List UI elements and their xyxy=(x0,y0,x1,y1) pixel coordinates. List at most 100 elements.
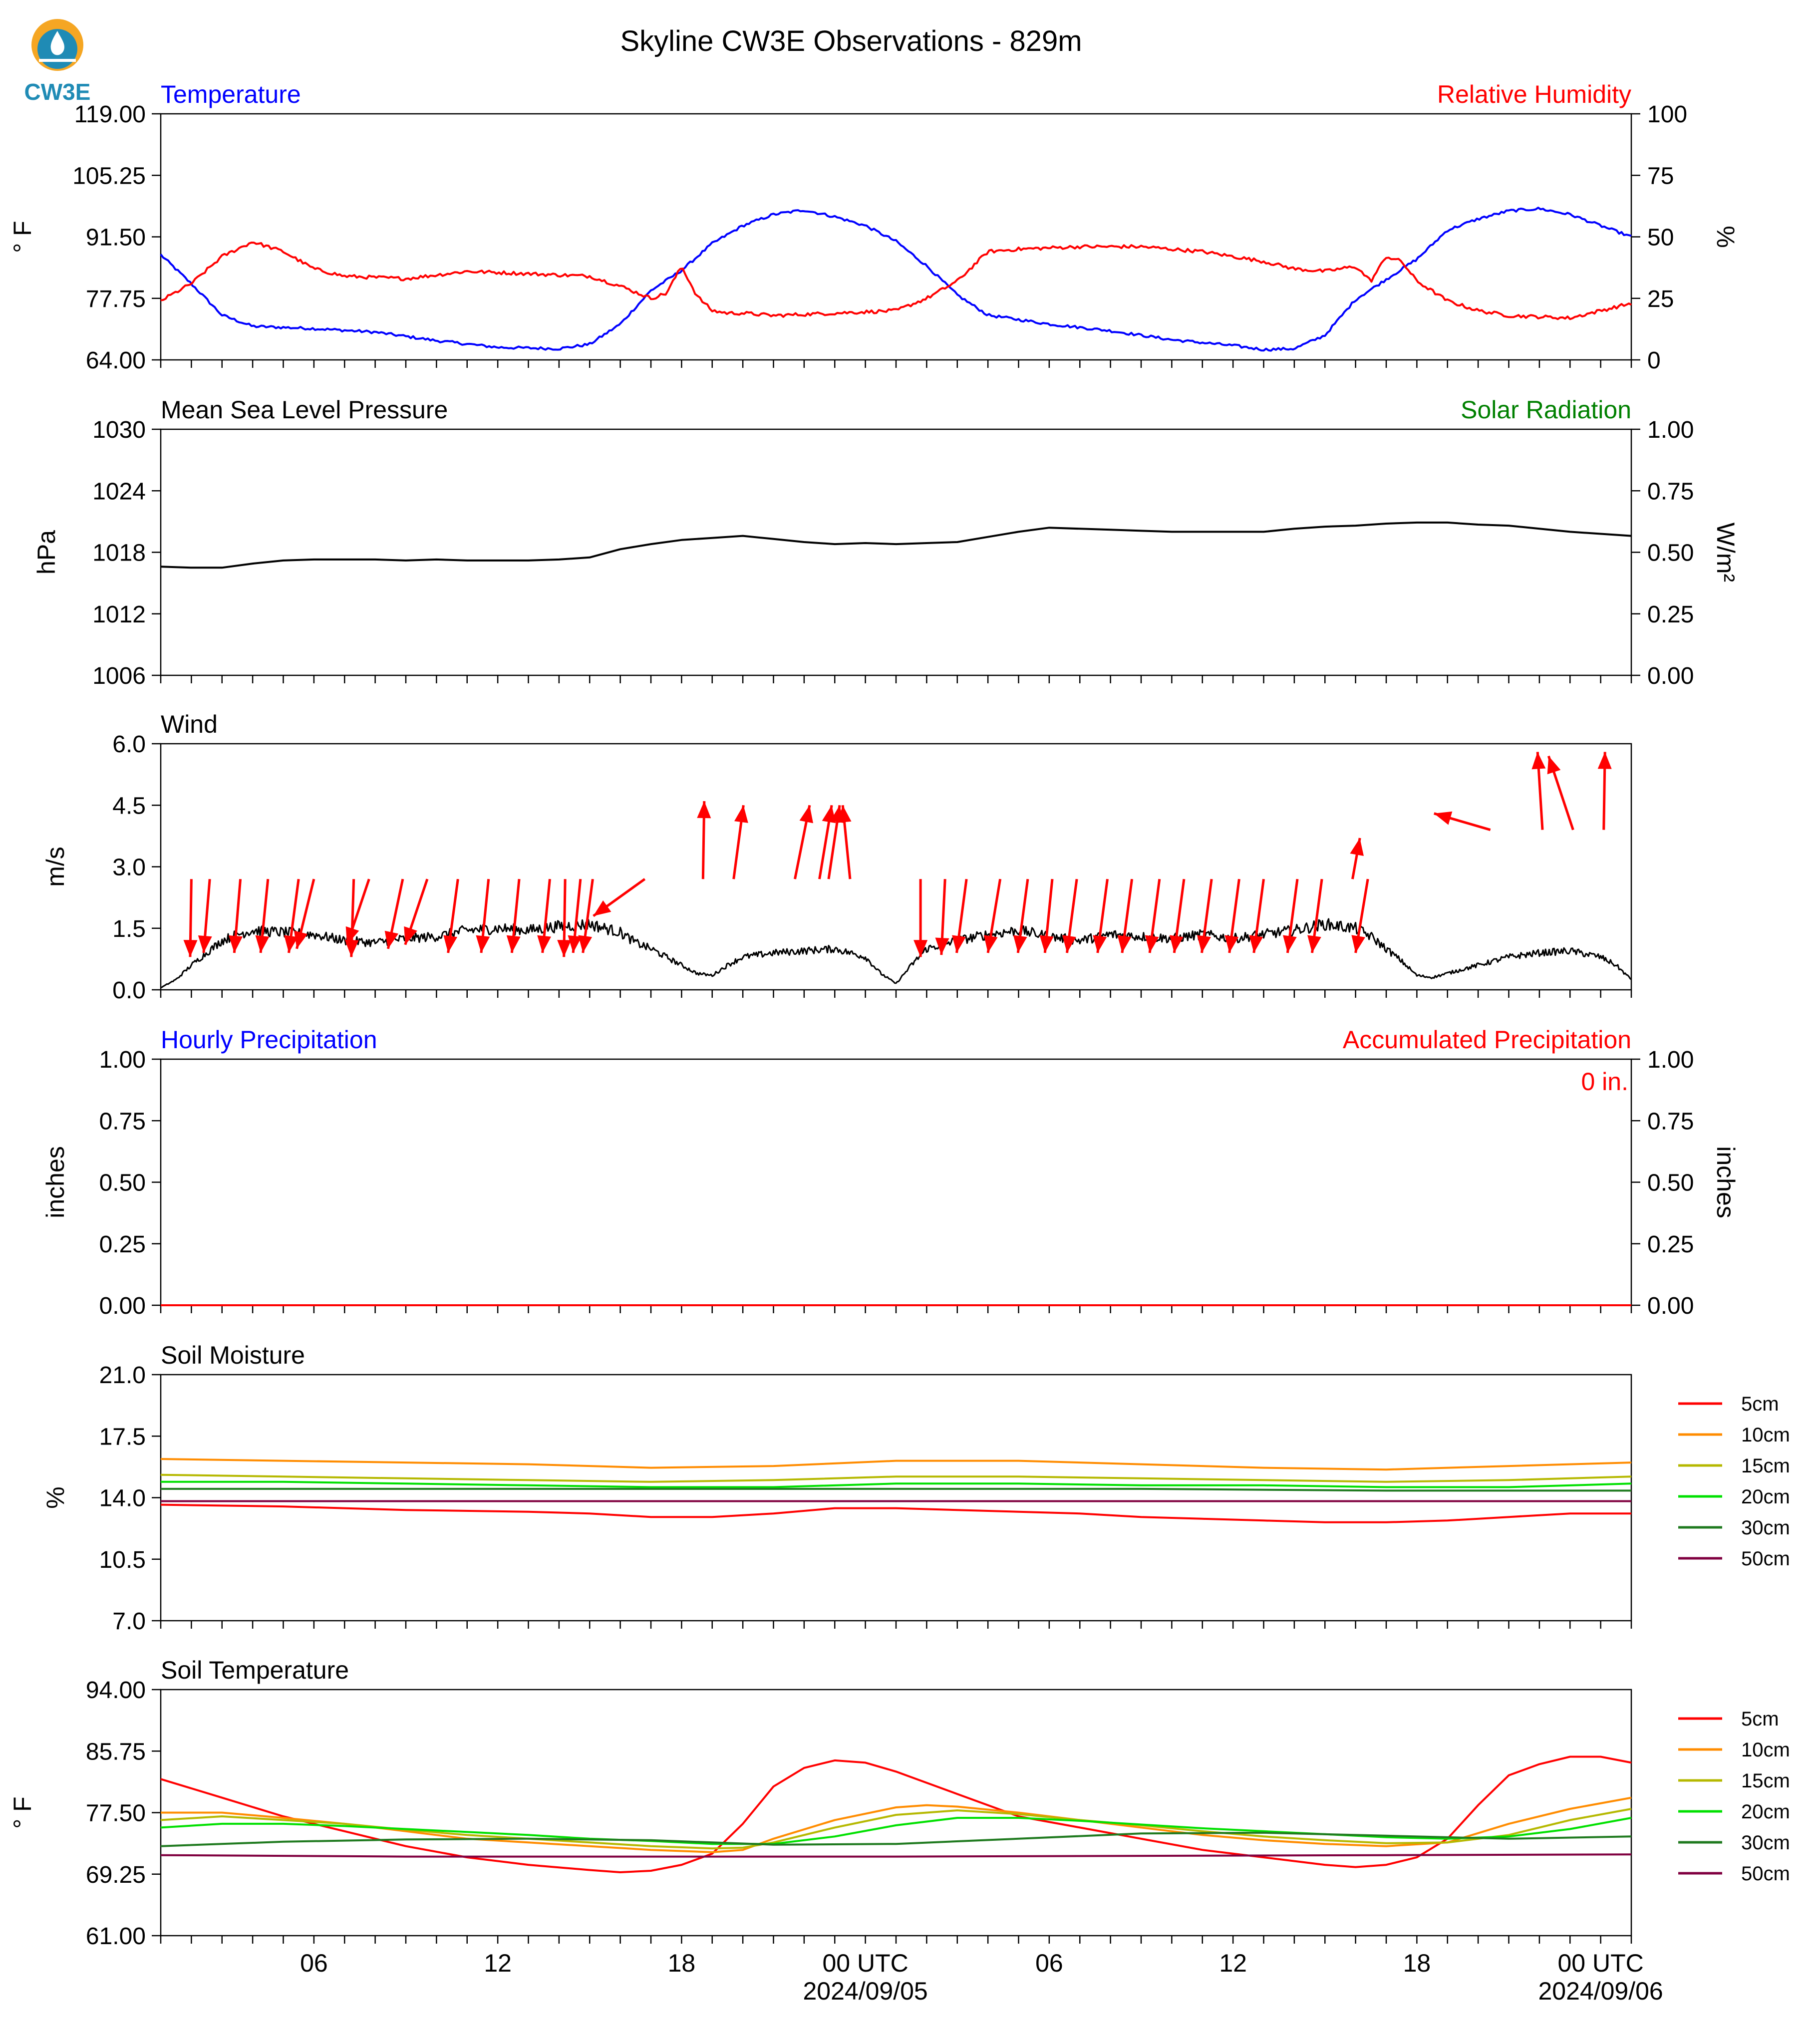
wind-arrow-head xyxy=(983,935,998,953)
wind-arrow xyxy=(229,878,243,953)
wind-arrow-head xyxy=(697,801,711,819)
wind-arrow xyxy=(404,878,429,945)
y-tick-label: 0.0 xyxy=(112,977,146,1004)
wind-arrow xyxy=(827,805,844,879)
wind-arrow xyxy=(1283,878,1299,953)
y-tick-label: 91.50 xyxy=(86,225,146,251)
wind-arrow xyxy=(983,878,1002,953)
panel-title-left: Temperature xyxy=(161,80,301,108)
wind-arrow-head xyxy=(506,935,521,953)
logo-wave-icon xyxy=(39,59,76,62)
wind-arrow xyxy=(1307,878,1323,953)
y-tick-label-right: 75 xyxy=(1647,163,1674,189)
wind-arrow-head xyxy=(476,935,490,953)
wind-arrow xyxy=(1249,878,1265,953)
x-tick-label: 12 xyxy=(484,1949,512,1977)
wind-arrow-head xyxy=(1062,935,1076,953)
y-axis-label-right: % xyxy=(1712,226,1740,248)
y-tick-label-right: 50 xyxy=(1647,225,1674,251)
wind-arrow xyxy=(1224,878,1240,953)
x-tick-label: 06 xyxy=(1035,1949,1063,1977)
wind-arrow xyxy=(345,878,370,945)
y-tick-label: 64.00 xyxy=(86,347,146,374)
x-date-label: 2024/09/06 xyxy=(1538,1977,1663,2005)
y-tick-label: 0.00 xyxy=(99,1293,146,1319)
wind-arrow xyxy=(935,879,949,955)
y-axis-label: m/s xyxy=(41,847,69,887)
y-tick-label-right: 1.00 xyxy=(1647,1047,1694,1073)
wind-arrow xyxy=(294,878,315,949)
chart-panels: Temperature Relative Humidity 64.00 77.75 91… xyxy=(8,80,1790,2005)
y-tick-label-right: 0.00 xyxy=(1647,663,1694,689)
wind-arrow-head xyxy=(284,935,298,953)
wind-arrow-head xyxy=(734,805,748,823)
series-line-soilm-2 xyxy=(160,1473,1632,1483)
wind-arrow xyxy=(578,878,594,953)
y-tick-label: 1.5 xyxy=(112,916,146,942)
y-tick-label: 1018 xyxy=(92,540,146,567)
y-axis-label: inches xyxy=(41,1146,69,1218)
panel-pressure: Mean Sea Level Pressure Solar Radiation 10… xyxy=(32,396,1740,689)
x-tick-label: 18 xyxy=(668,1949,696,1977)
y-tick-label: 7.0 xyxy=(112,1608,146,1635)
y-tick-label-right: 0.50 xyxy=(1647,540,1694,567)
logo-drop-icon xyxy=(50,31,64,55)
wind-arrow-head xyxy=(1013,935,1027,953)
wind-arrow-head xyxy=(1307,935,1321,953)
wind-arrow-head xyxy=(1224,935,1239,953)
series-line-pressure-0 xyxy=(160,521,1632,569)
legend-label: 10cm xyxy=(1741,1739,1790,1761)
wind-arrow xyxy=(255,878,270,953)
wind-arrow-head xyxy=(255,935,270,953)
wind-arrow xyxy=(697,801,711,879)
panel-title-left: Mean Sea Level Pressure xyxy=(161,396,448,424)
figure-title: Skyline CW3E Observations - 829m xyxy=(620,25,1082,57)
wind-arrow xyxy=(732,805,748,879)
x-date-label: 2024/09/05 xyxy=(803,1977,928,2005)
wind-arrow xyxy=(183,879,198,957)
wind-arrow xyxy=(284,878,300,953)
series-line-temp-1 xyxy=(160,242,1632,320)
series-line-soilt-5 xyxy=(160,1853,1632,1858)
wind-arrow xyxy=(568,878,582,953)
y-tick-label-right: 0.75 xyxy=(1647,1108,1694,1135)
y-tick-label-right: 100 xyxy=(1647,101,1687,128)
y-tick-label: 4.5 xyxy=(112,793,146,819)
y-tick-label-right: 0.25 xyxy=(1647,1231,1694,1258)
wind-arrow-head xyxy=(1547,756,1561,775)
panel-title-right: Solar Radiation xyxy=(1461,396,1631,424)
y-tick-label: 77.50 xyxy=(86,1800,146,1827)
y-axis-label-right: inches xyxy=(1712,1146,1740,1218)
wind-arrow-head xyxy=(1117,935,1132,953)
wind-arrow xyxy=(537,878,551,953)
wind-arrow-head xyxy=(935,937,949,955)
series-line-soilt-1 xyxy=(161,1796,1632,1853)
wind-arrow xyxy=(913,879,928,957)
y-axis-label: ° F xyxy=(8,221,36,253)
wind-arrow xyxy=(1547,755,1574,831)
panel-soilt: Soil Temperature 61.00 69.25 77.50 85.75 94.0… xyxy=(8,1656,1790,2005)
series-line-soilt-4 xyxy=(160,1831,1632,1847)
wind-arrow xyxy=(557,879,572,957)
wind-arrow-head xyxy=(1197,935,1211,953)
y-tick-label: 0.50 xyxy=(99,1170,146,1196)
y-tick-label: 1.00 xyxy=(99,1047,146,1073)
panel-title-right: Relative Humidity xyxy=(1437,80,1631,108)
legend-label: 20cm xyxy=(1741,1801,1790,1823)
panel-temp: Temperature Relative Humidity 64.00 77.75 91… xyxy=(8,80,1740,374)
wind-arrow-head xyxy=(1283,935,1297,953)
wind-arrow xyxy=(1117,878,1134,953)
wind-arrow-head xyxy=(1093,935,1107,953)
wind-arrow-head xyxy=(593,900,611,916)
wind-arrow-head xyxy=(1145,935,1159,953)
x-tick-label: 18 xyxy=(1403,1949,1431,1977)
y-tick-label: 1006 xyxy=(92,663,146,689)
legend-label: 50cm xyxy=(1741,1548,1790,1570)
y-tick-label: 6.0 xyxy=(112,731,146,758)
y-tick-label-right: 0.00 xyxy=(1647,1293,1694,1319)
series-line-soilm-4 xyxy=(161,1487,1631,1492)
y-tick-label: 1012 xyxy=(92,601,146,628)
wind-arrow-head xyxy=(1249,935,1263,953)
